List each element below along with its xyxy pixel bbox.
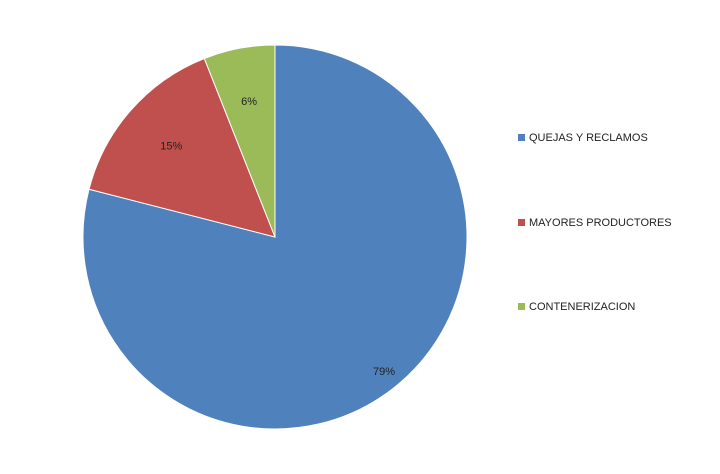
legend: QUEJAS Y RECLAMOS MAYORES PRODUCTORES CO…	[518, 132, 672, 313]
legend-item-contenerizacion: CONTENERIZACION	[518, 301, 635, 313]
pie-slices	[82, 44, 468, 430]
legend-swatch-quejas-y-reclamos	[518, 134, 525, 141]
legend-label-mayores-productores: MAYORES PRODUCTORES	[529, 217, 672, 229]
pie-slice-quejas-y-reclamos	[82, 44, 468, 430]
legend-swatch-contenerizacion	[518, 303, 525, 310]
pie-slice-mayores-productores	[88, 57, 276, 238]
legend-item-quejas-y-reclamos: QUEJAS Y RECLAMOS	[518, 132, 648, 144]
legend-item-mayores-productores: MAYORES PRODUCTORES	[518, 217, 672, 229]
legend-label-contenerizacion: CONTENERIZACION	[529, 301, 635, 313]
slice-label-mayores-productores: 15%	[160, 141, 182, 153]
pie-slice-labels: 79% 15% 6%	[160, 96, 395, 378]
slice-label-quejas-y-reclamos: 79%	[373, 366, 395, 378]
legend-swatch-mayores-productores	[518, 219, 525, 226]
pie-slice-contenerizacion	[203, 44, 276, 238]
slice-label-contenerizacion: 6%	[241, 96, 257, 108]
legend-label-quejas-y-reclamos: QUEJAS Y RECLAMOS	[529, 132, 648, 144]
